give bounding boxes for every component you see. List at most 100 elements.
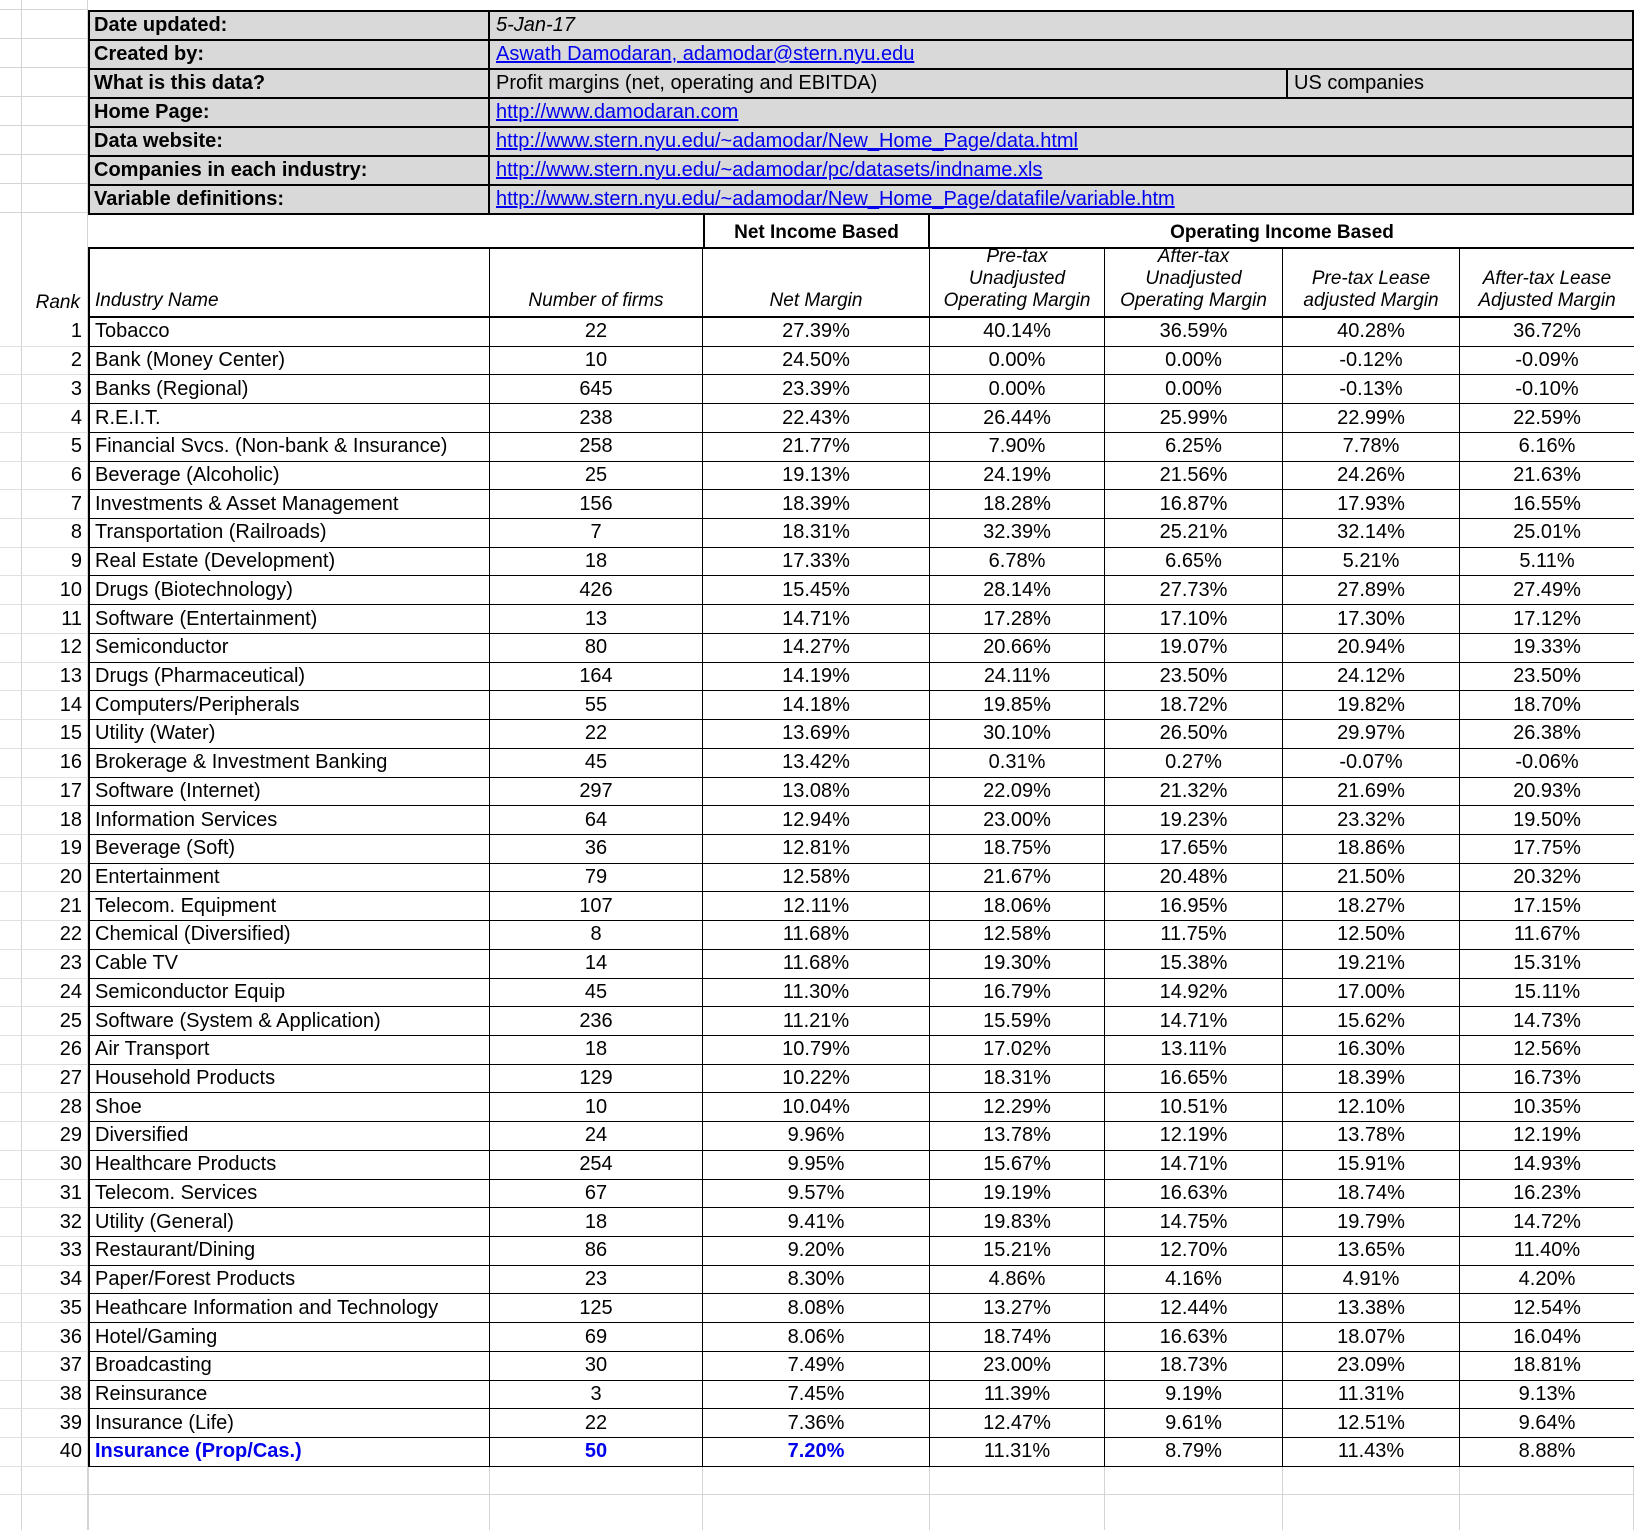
cell-m1[interactable]: 19.85% [930,691,1105,721]
cell-rank[interactable]: 18 [0,806,88,835]
cell-m4[interactable]: 11.67% [1460,921,1634,950]
cell-m4[interactable]: 16.73% [1460,1065,1634,1094]
cell-industry[interactable]: Broadcasting [88,1351,490,1381]
cell-rank[interactable]: 8 [0,519,88,548]
cell-m4[interactable]: 12.19% [1460,1122,1634,1151]
cell-rank[interactable]: 7 [0,490,88,520]
cell-firms[interactable]: 23 [490,1265,703,1295]
cell-m1[interactable]: 17.02% [930,1035,1105,1065]
cell-m4[interactable]: 16.04% [1460,1323,1634,1352]
cell-m3[interactable]: 24.26% [1283,461,1460,491]
cell-m1[interactable]: 18.75% [930,834,1105,864]
cell-m4[interactable]: 14.93% [1460,1151,1634,1180]
cell-m3[interactable]: 17.00% [1283,978,1460,1008]
cell-m1[interactable]: 0.00% [930,375,1105,405]
cell-m2[interactable]: 27.73% [1105,576,1283,606]
cell-m3[interactable]: 23.09% [1283,1351,1460,1381]
cell-m4[interactable]: 22.59% [1460,404,1634,433]
cell-m2[interactable]: 12.19% [1105,1122,1283,1151]
cell-industry[interactable]: Banks (Regional) [88,375,490,405]
cell-net[interactable]: 11.21% [703,1007,930,1036]
cell-firms[interactable]: 156 [490,490,703,520]
what-is-data-label[interactable]: What is this data? [90,70,490,99]
cell-industry[interactable]: Semiconductor [88,633,490,663]
cell-industry[interactable]: Computers/Peripherals [88,691,490,721]
cell-industry[interactable]: Real Estate (Development) [88,547,490,577]
cell-firms[interactable]: 18 [490,547,703,577]
cell-industry[interactable]: Utility (Water) [88,720,490,749]
cell-m2[interactable]: 19.23% [1105,806,1283,835]
cell-net[interactable]: 10.04% [703,1093,930,1123]
cell-m2[interactable]: 17.65% [1105,834,1283,864]
cell-rank[interactable]: 20 [0,864,88,893]
cell-m1[interactable]: 17.28% [930,605,1105,634]
cell-rank[interactable]: 13 [0,663,88,692]
cell-firms[interactable]: 164 [490,662,703,692]
cell-firms[interactable]: 86 [490,1237,703,1266]
cell-m4[interactable]: 19.50% [1460,806,1634,835]
cell-m2[interactable]: 21.56% [1105,461,1283,491]
column-header-rank[interactable]: Rank [35,292,80,313]
cell-rank[interactable]: 16 [0,749,88,778]
cell-rank[interactable]: 25 [0,1007,88,1036]
cell-m2[interactable]: 18.72% [1105,691,1283,721]
cell-rank[interactable]: 28 [0,1093,88,1123]
cell-m3[interactable]: 18.07% [1283,1323,1460,1352]
cell-net[interactable]: 15.45% [703,576,930,606]
cell-net[interactable]: 7.45% [703,1380,930,1410]
cell-industry[interactable]: Drugs (Pharmaceutical) [88,662,490,692]
cell-m1[interactable]: 19.19% [930,1179,1105,1209]
cell-industry[interactable]: Heathcare Information and Technology [88,1294,490,1324]
cell-m4[interactable]: 17.15% [1460,892,1634,922]
cell-m3[interactable]: 18.39% [1283,1064,1460,1094]
cell-net[interactable]: 19.13% [703,461,930,491]
column-header-aftertax-lease[interactable]: After-tax Lease Adjusted Margin [1460,247,1634,318]
cell-m1[interactable]: 26.44% [930,404,1105,433]
cell-m4[interactable]: -0.10% [1460,375,1634,405]
cell-net[interactable]: 13.42% [703,748,930,778]
cell-m3[interactable]: 21.69% [1283,777,1460,807]
cell-m1[interactable]: 18.74% [930,1323,1105,1352]
cell-m1[interactable]: 18.28% [930,490,1105,520]
cell-rank[interactable]: 24 [0,979,88,1008]
what-is-data-value[interactable]: Profit margins (net, operating and EBITD… [490,70,1288,99]
cell-rank[interactable]: 2 [0,347,88,376]
cell-firms[interactable]: 22 [490,318,703,347]
cell-rank[interactable]: 35 [0,1294,88,1324]
cell-m4[interactable]: 20.93% [1460,778,1634,807]
cell-m3[interactable]: 12.51% [1283,1409,1460,1439]
cell-m1[interactable]: 24.19% [930,461,1105,491]
cell-m3[interactable]: 15.91% [1283,1150,1460,1180]
cell-industry[interactable]: Semiconductor Equip [88,978,490,1008]
cell-m1[interactable]: 11.39% [930,1380,1105,1410]
cell-net[interactable]: 14.71% [703,605,930,634]
cell-m1[interactable]: 7.90% [930,432,1105,462]
cell-m2[interactable]: 16.87% [1105,490,1283,520]
cell-rank[interactable]: 39 [0,1409,88,1439]
cell-net[interactable]: 11.68% [703,921,930,950]
cell-m3[interactable]: 12.50% [1283,921,1460,950]
cell-net[interactable]: 27.39% [703,318,930,347]
group-header-net-income[interactable]: Net Income Based [703,213,930,247]
column-header-aftertax-unadjusted[interactable]: After-tax Unadjusted Operating Margin [1105,247,1283,318]
cell-rank[interactable]: 14 [0,691,88,721]
cell-firms[interactable]: 24 [490,1122,703,1151]
column-header-net-margin[interactable]: Net Margin [703,247,930,318]
cell-m1[interactable]: 0.00% [930,346,1105,376]
cell-rank[interactable]: 38 [0,1381,88,1410]
cell-m3[interactable]: 19.21% [1283,949,1460,979]
cell-firms[interactable]: 50 [490,1438,703,1467]
cell-m1[interactable]: 4.86% [930,1265,1105,1295]
cell-m4[interactable]: 5.11% [1460,548,1634,577]
cell-firms[interactable]: 18 [490,1208,703,1237]
cell-m3[interactable]: 21.50% [1283,863,1460,893]
cell-net[interactable]: 14.19% [703,662,930,692]
cell-net[interactable]: 23.39% [703,375,930,405]
cell-m1[interactable]: 21.67% [930,863,1105,893]
cell-industry[interactable]: Diversified [88,1122,490,1151]
cell-m4[interactable]: 9.64% [1460,1409,1634,1439]
cell-firms[interactable]: 36 [490,834,703,864]
cell-m2[interactable]: 14.92% [1105,978,1283,1008]
cell-m3[interactable]: 11.43% [1283,1438,1460,1467]
cell-m3[interactable]: 13.78% [1283,1122,1460,1151]
